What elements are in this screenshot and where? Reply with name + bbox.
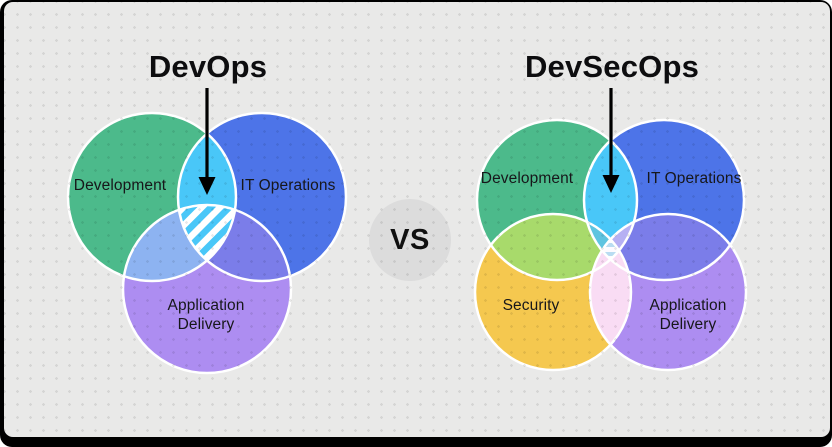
right-label-it-operations: IT Operations: [646, 170, 742, 187]
right-pointer-arrow: [602, 88, 620, 193]
left-label-application-delivery: Application Delivery: [167, 297, 245, 333]
left-label-development: Development: [73, 177, 167, 194]
left-pointer-arrow: [198, 88, 216, 195]
left-diagram-title: DevOps: [148, 49, 268, 84]
right-circle-outlines: [473, 118, 748, 372]
left-venn-diagram: [66, 88, 348, 375]
right-overlap-ops-delivery: [590, 214, 744, 280]
canvas-panel: DevOps DevSecOps Development IT Operatio…: [4, 2, 830, 437]
right-label-security: Security: [502, 297, 560, 314]
left-overlap-ops-delivery: [178, 205, 291, 281]
vs-badge-label: VS: [390, 223, 430, 256]
right-venn-diagram: [473, 88, 748, 372]
left-label-it-operations: IT Operations: [240, 177, 336, 194]
vs-badge: VS: [369, 199, 451, 281]
right-overlap-dev-security: [477, 214, 631, 280]
left-circle-outlines: [66, 111, 348, 375]
venn-canvas: [66, 88, 748, 375]
left-overlap-dev-delivery: [123, 205, 236, 281]
right-label-development: Development: [480, 170, 574, 187]
right-label-application-delivery: Application Delivery: [649, 297, 727, 333]
right-diagram-title: DevSecOps: [524, 49, 700, 84]
